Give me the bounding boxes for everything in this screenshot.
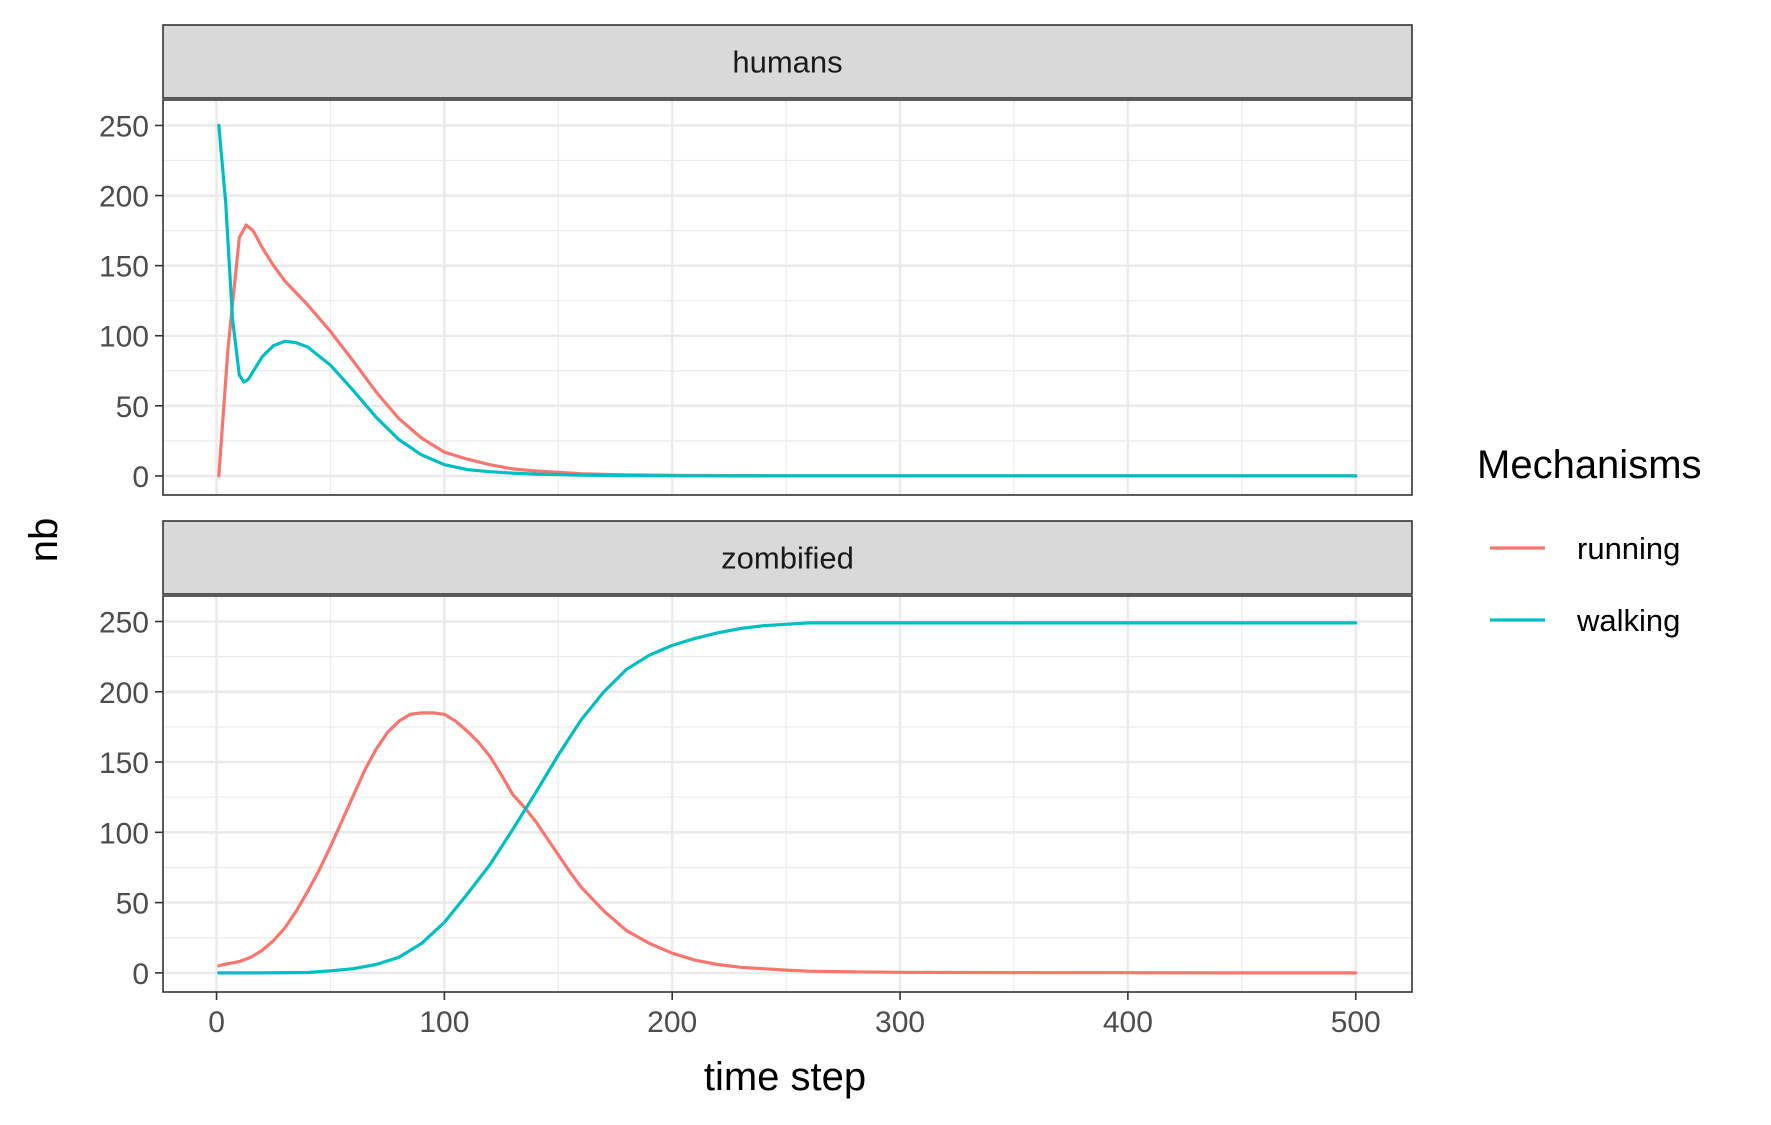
facet-panels: humans 0 50 100 150 200 250 zombified 0 50 100 150 2… xyxy=(99,24,1413,993)
x-tick-label: 500 xyxy=(1331,1006,1381,1039)
x-axis: 0 100 200 300 400 500 xyxy=(208,992,1381,1039)
facet-panel-humans: humans 0 50 100 150 200 250 xyxy=(99,24,1413,496)
plot-background xyxy=(163,596,1412,992)
y-tick-label: 0 xyxy=(132,461,149,494)
x-tick-label: 200 xyxy=(647,1006,697,1039)
legend-title: Mechanisms xyxy=(1477,443,1702,487)
facet-strip-label: humans xyxy=(732,45,842,80)
y-tick-label: 50 xyxy=(116,391,149,424)
x-axis-title: time step xyxy=(704,1055,866,1099)
series-line-running xyxy=(217,711,1358,975)
x-tick-label: 100 xyxy=(419,1006,469,1039)
facet-panel-zombified: zombified 0 50 100 150 200 250 xyxy=(99,520,1413,993)
y-tick-label: 250 xyxy=(99,110,149,143)
y-tick-label: 250 xyxy=(99,607,149,640)
panel-border xyxy=(162,99,1413,496)
x-tick-label: 0 xyxy=(208,1006,225,1039)
y-tick-label: 100 xyxy=(99,817,149,850)
y-tick-label: 0 xyxy=(132,958,149,991)
facet-strip xyxy=(162,520,1413,595)
series-line-walking xyxy=(217,621,1358,975)
y-axis-title: nb xyxy=(22,518,66,563)
facet-strip-label: zombified xyxy=(721,541,854,576)
x-tick-label: 400 xyxy=(1103,1006,1153,1039)
legend-label-running: running xyxy=(1577,531,1680,566)
y-tick-label: 200 xyxy=(99,181,149,214)
series-line-walking xyxy=(217,123,1358,478)
facet-strip xyxy=(162,24,1413,99)
y-tick-label: 50 xyxy=(116,888,149,921)
legend: Mechanisms running walking xyxy=(1477,443,1702,638)
panel-border xyxy=(162,595,1413,993)
legend-label-walking: walking xyxy=(1576,603,1680,638)
y-tick-label: 100 xyxy=(99,321,149,354)
y-tick-label: 150 xyxy=(99,251,149,284)
y-tick-label: 150 xyxy=(99,747,149,780)
x-tick-label: 300 xyxy=(875,1006,925,1039)
y-tick-label: 200 xyxy=(99,677,149,710)
plot-background xyxy=(163,100,1412,495)
